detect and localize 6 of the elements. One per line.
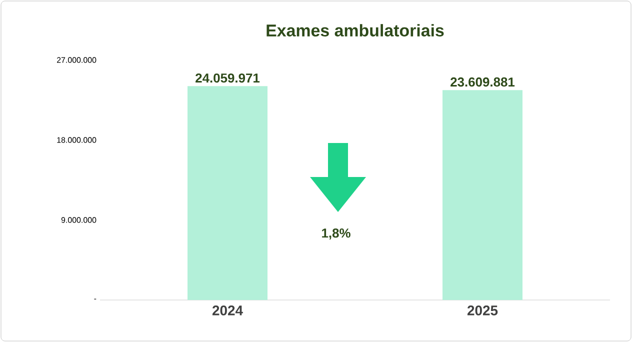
chart-title: Exames ambulatoriais bbox=[266, 24, 444, 37]
x-tick-label: 2025 bbox=[467, 306, 498, 316]
x-tick-label: 2024 bbox=[212, 306, 243, 316]
data-label: 23.609.881 bbox=[450, 77, 515, 87]
annotation: 1,8% bbox=[322, 228, 350, 240]
data-label: 24.059.971 bbox=[196, 73, 260, 83]
